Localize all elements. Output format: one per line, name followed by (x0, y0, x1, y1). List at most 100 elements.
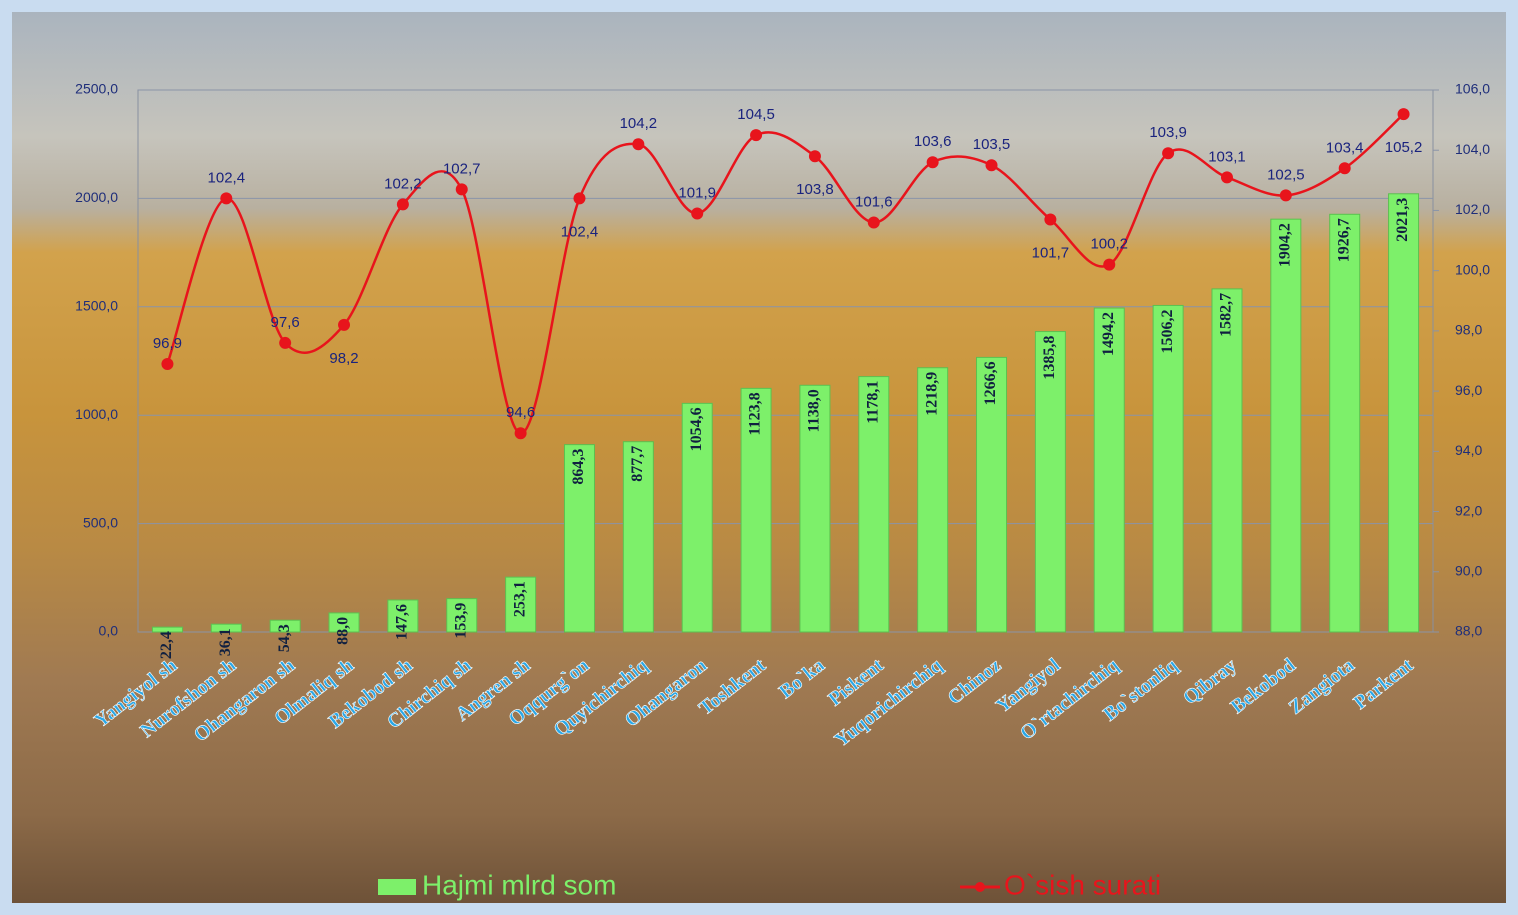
y2-tick-label: 98,0 (1455, 322, 1482, 338)
line-point (867, 216, 880, 229)
bar (976, 356, 1008, 633)
bar-value-label: 153,9 (452, 603, 469, 639)
point-value-label: 96,9 (153, 335, 182, 352)
y2-tick-label: 96,0 (1455, 382, 1482, 398)
y2-tick-label: 100,0 (1455, 261, 1490, 277)
x-tick-label: Parkent (1350, 654, 1418, 714)
y2-tick-label: 94,0 (1455, 442, 1482, 458)
line-point (1279, 189, 1292, 202)
bar-value-label: 147,6 (394, 604, 411, 640)
y-tick-label: 1500,0 (75, 298, 118, 314)
point-value-label: 102,4 (561, 223, 599, 240)
line-point (396, 198, 409, 211)
x-tick-label: Bo`ka (775, 654, 829, 703)
bar (917, 367, 949, 633)
bar-value-label: 1385,8 (1041, 336, 1058, 380)
bar-value-label: 1582,7 (1218, 293, 1235, 337)
y2-tick-label: 106,0 (1455, 81, 1490, 97)
line-point (632, 138, 645, 151)
bar (740, 387, 772, 633)
point-value-label: 102,7 (443, 160, 481, 177)
point-value-label: 104,5 (737, 106, 775, 123)
line-point (573, 192, 586, 205)
point-value-label: 103,5 (973, 136, 1011, 153)
bar (210, 623, 242, 633)
point-value-label: 102,4 (208, 169, 246, 186)
bar-value-label: 864,3 (570, 449, 587, 485)
bar (1211, 288, 1243, 633)
x-tick-label: Zangiota (1285, 654, 1359, 719)
bar (505, 576, 537, 633)
line-point (338, 318, 351, 331)
bar-value-label: 54,3 (276, 624, 293, 652)
point-value-label: 98,2 (329, 350, 358, 367)
bar-value-label: 1926,7 (1335, 218, 1352, 262)
point-value-label: 105,2 (1385, 139, 1423, 156)
line-point (1162, 147, 1175, 160)
point-value-label: 103,6 (914, 133, 952, 150)
bar-value-label: 1178,1 (864, 381, 881, 424)
line-point (750, 129, 763, 142)
legend-swatch (378, 879, 416, 895)
bar-value-label: 1054,6 (688, 407, 705, 451)
bar-value-label: 1218,9 (923, 372, 940, 416)
point-value-label: 103,1 (1208, 148, 1246, 165)
y2-tick-label: 92,0 (1455, 502, 1482, 518)
bar (563, 444, 595, 633)
x-tick-label: Ohangaron sh (190, 654, 299, 746)
legend-label: O`sish surati (1004, 869, 1161, 900)
bar (387, 599, 419, 633)
bar (799, 384, 831, 633)
line-point (691, 207, 704, 220)
line-point (1103, 258, 1116, 271)
line-point (514, 427, 527, 440)
bar (1152, 304, 1184, 633)
point-value-label: 97,6 (271, 314, 300, 331)
line-point (220, 192, 233, 205)
point-value-label: 104,2 (620, 115, 658, 132)
point-value-label: 103,9 (1149, 124, 1187, 141)
bar-value-label: 88,0 (335, 617, 352, 645)
y2-tick-label: 88,0 (1455, 623, 1482, 639)
point-value-label: 101,6 (855, 193, 893, 210)
y2-tick-label: 90,0 (1455, 562, 1482, 578)
line-point (926, 156, 939, 169)
line-point (161, 358, 174, 371)
point-value-label: 103,4 (1326, 139, 1364, 156)
bar-value-label: 1123,8 (747, 392, 764, 435)
y-tick-label: 500,0 (83, 514, 118, 530)
bar-value-label: 1266,6 (982, 361, 999, 405)
bar (151, 626, 183, 633)
bar-value-label: 1506,2 (1159, 309, 1176, 353)
bar (622, 441, 654, 633)
point-value-label: 103,8 (796, 181, 834, 198)
line-point (455, 183, 468, 196)
y-tick-label: 1000,0 (75, 406, 118, 422)
legend-label: Hajmi mlrd som (422, 869, 616, 900)
line-point (1044, 213, 1057, 226)
bar-value-label: 253,1 (511, 581, 528, 617)
point-value-label: 102,5 (1267, 166, 1305, 183)
bar (446, 598, 478, 633)
line-point (1220, 171, 1233, 184)
bar (1093, 307, 1125, 633)
point-value-label: 100,2 (1090, 236, 1128, 253)
bar (269, 619, 301, 633)
x-tick-label: Toshkent (695, 654, 770, 720)
bar (1329, 213, 1361, 633)
line-point (1338, 162, 1351, 175)
y2-tick-label: 102,0 (1455, 201, 1490, 217)
bar (1034, 331, 1066, 633)
y-tick-label: 0,0 (99, 623, 119, 639)
y-tick-label: 2000,0 (75, 189, 118, 205)
bar-value-label: 22,4 (158, 631, 175, 659)
line-point (985, 159, 998, 172)
x-tick-label: Yuqorichirchiq (831, 654, 947, 751)
point-value-label: 94,6 (506, 404, 535, 421)
bar-value-label: 877,7 (629, 446, 646, 482)
bar (858, 376, 890, 633)
bar-value-label: 36,1 (217, 628, 234, 656)
bar (1388, 193, 1420, 633)
x-tick-label: Bekobod (1227, 654, 1300, 718)
point-value-label: 101,7 (1032, 244, 1070, 261)
